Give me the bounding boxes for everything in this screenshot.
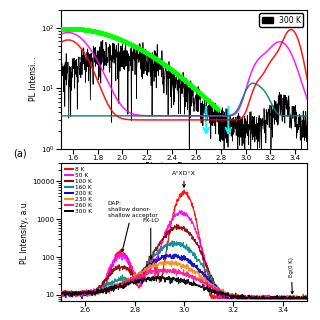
Legend: 300 K: 300 K <box>259 13 303 27</box>
X-axis label: Photon Energy, eV: Photon Energy, eV <box>145 163 223 172</box>
Text: (a): (a) <box>13 149 27 159</box>
Y-axis label: PL Intensi...: PL Intensi... <box>29 57 38 101</box>
Text: A°XD°X: A°XD°X <box>172 171 196 187</box>
Text: 2.86 eV: 2.86 eV <box>215 164 242 171</box>
Text: 2.68 eV: 2.68 eV <box>193 164 220 171</box>
Legend: 8 K, 50 K, 100 K, 160 K, 200 K, 230 K, 260 K, 300 K: 8 K, 50 K, 100 K, 160 K, 200 K, 230 K, 2… <box>64 166 93 215</box>
Y-axis label: PL Intensity, a.u.: PL Intensity, a.u. <box>20 200 29 264</box>
Text: FX-LO: FX-LO <box>142 218 159 259</box>
Text: Eg(0 K): Eg(0 K) <box>289 257 294 293</box>
Text: DAP:
shallow donor-
shallow acceptor: DAP: shallow donor- shallow acceptor <box>108 201 157 252</box>
